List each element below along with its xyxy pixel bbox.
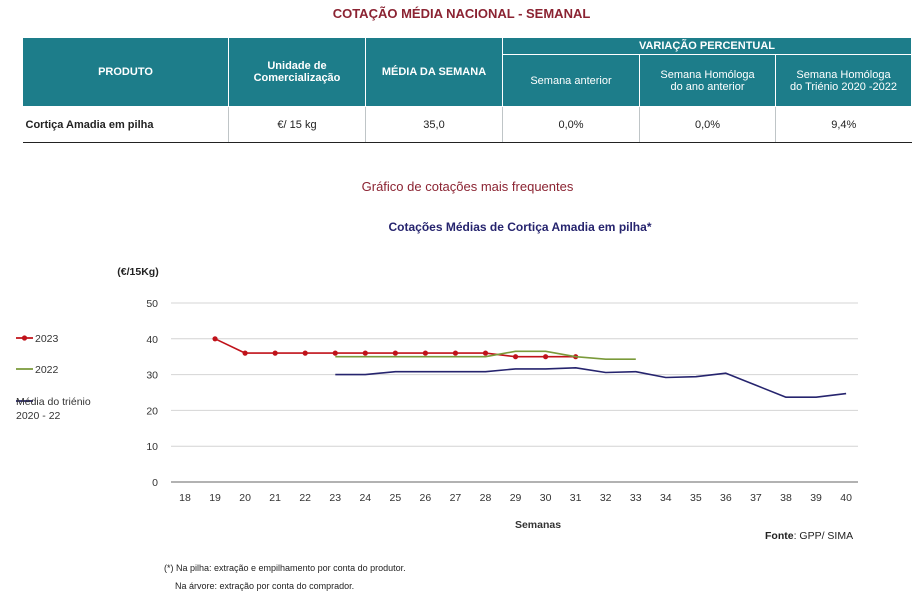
y-axis-label: (€/15Kg) [117, 266, 158, 278]
x-tick-label: 35 [690, 492, 702, 504]
series-line-1 [335, 350, 636, 361]
data-point [422, 350, 428, 356]
data-point [482, 350, 489, 356]
header-media: MÉDIA DA SEMANA [365, 37, 503, 107]
header-homologa-ano-line2: do ano anterior [670, 80, 745, 93]
header-homologa-trienio-line2: do Triénio 2020 -2022 [789, 80, 898, 93]
cell-homologa-trienio: 9,4% [775, 106, 912, 143]
x-tick-label: 24 [359, 492, 371, 504]
x-tick-label: 37 [750, 492, 762, 504]
page-title: COTAÇÃO MÉDIA NACIONAL - SEMANAL [332, 6, 591, 21]
header-homologa-ano: Semana Homóloga do ano anterior [639, 54, 776, 107]
legend-label-0: 2023 [35, 333, 59, 345]
x-tick-label: 38 [780, 492, 792, 504]
ticks-layer: 0 10 20 30 40 50 18 19 20 21 22 23 24 25 26 27 28 29 30 31 3… [146, 298, 852, 504]
data-point [392, 350, 398, 356]
data-point [512, 354, 519, 360]
y-tick-label: 20 [146, 405, 158, 417]
x-tick-label: 25 [390, 492, 402, 504]
quotation-table: PRODUTO Unidade de Comercialização MÉDIA… [22, 37, 912, 143]
header-homologa-ano-line1: Semana Homóloga [660, 68, 755, 81]
cell-homologa-ano: 0,0% [639, 106, 776, 143]
data-point [543, 354, 549, 360]
header-semana-anterior: Semana anterior [502, 54, 640, 107]
table-row: Cortiça Amadia em pilha €/ 15 kg 35,0 0,… [22, 106, 912, 143]
x-tick-label: 27 [450, 492, 462, 504]
x-tick-label: 31 [570, 492, 582, 504]
x-tick-label: 29 [510, 492, 522, 504]
x-tick-label: 23 [329, 492, 341, 504]
series-layer [212, 336, 847, 399]
footnote-2: Na árvore: extração por conta do comprad… [175, 581, 355, 591]
x-tick-label: 32 [600, 492, 612, 504]
source-note: Fonte: GPP/ SIMA [765, 530, 853, 542]
footnote-1: (*) Na pilha: extração e empilhamento po… [164, 563, 406, 573]
source-text: : GPP/ SIMA [794, 530, 854, 542]
y-tick-label: 30 [146, 370, 158, 382]
x-tick-label: 26 [420, 492, 432, 504]
chart-title: Cotações Médias de Cortiça Amadia em pil… [389, 220, 652, 234]
header-homologa-trienio-line1: Semana Homóloga [796, 68, 891, 81]
cell-unidade: €/ 15 kg [228, 106, 366, 143]
header-homologa-trienio: Semana Homóloga do Triénio 2020 -2022 [775, 54, 912, 107]
legend-label-1: 2022 [35, 364, 59, 376]
data-point [212, 336, 218, 342]
grid-layer [171, 302, 858, 483]
x-tick-label: 30 [540, 492, 552, 504]
series-line-2 [335, 366, 847, 399]
x-tick-label: 39 [810, 492, 822, 504]
y-tick-label: 0 [152, 477, 158, 489]
data-point [272, 350, 278, 356]
x-axis-label: Semanas [515, 519, 561, 531]
header-unidade-line1: Unidade de [267, 60, 327, 72]
cell-media: 35,0 [365, 106, 503, 143]
cell-produto: Cortiça Amadia em pilha [22, 106, 229, 143]
section-title: Gráfico de cotações mais frequentes [361, 179, 574, 194]
x-tick-label: 33 [630, 492, 642, 504]
x-tick-label: 28 [480, 492, 492, 504]
data-point [242, 350, 248, 356]
header-unidade-line2: Comercialização [253, 72, 341, 84]
data-point [302, 350, 308, 356]
legend: 2023 2022 Média do triénio 2020 - 22 [16, 333, 91, 422]
x-tick-label: 18 [179, 492, 191, 504]
y-tick-label: 10 [146, 441, 158, 453]
x-tick-label: 20 [239, 492, 251, 504]
x-tick-label: 40 [840, 492, 852, 504]
legend-label-2: Média do triénio [16, 396, 91, 408]
data-point [332, 350, 338, 356]
data-point [362, 350, 368, 356]
header-unidade: Unidade de Comercialização [228, 37, 366, 107]
y-tick-label: 40 [146, 334, 158, 346]
source-label: Fonte [765, 530, 794, 542]
x-tick-label: 36 [720, 492, 732, 504]
legend-label-2-line2: 2020 - 22 [16, 410, 61, 422]
x-tick-label: 22 [299, 492, 311, 504]
x-tick-label: 21 [269, 492, 281, 504]
header-variacao: VARIAÇÃO PERCENTUAL [502, 37, 912, 55]
y-tick-label: 50 [146, 298, 158, 310]
x-tick-label: 34 [660, 492, 672, 504]
legend-marker [21, 335, 28, 341]
x-tick-label: 19 [209, 492, 221, 504]
data-point [452, 350, 459, 356]
cell-semana-anterior: 0,0% [502, 106, 640, 143]
